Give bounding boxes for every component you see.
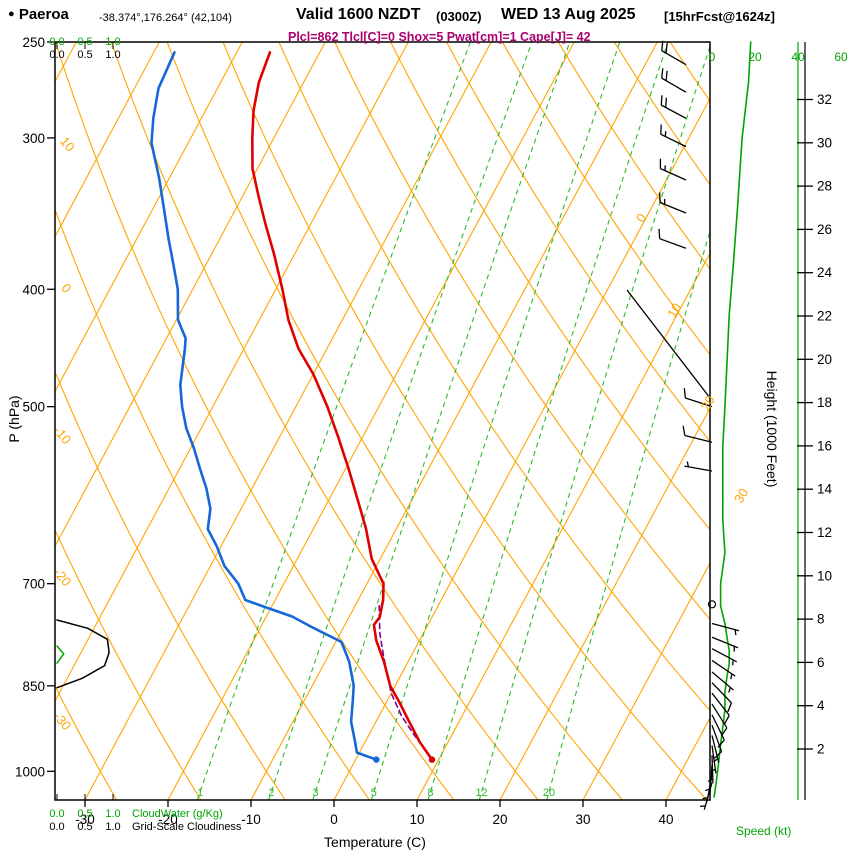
height-axis-label: Height (1000 Feet) xyxy=(764,370,780,488)
svg-text:40: 40 xyxy=(791,50,805,64)
svg-text:60: 60 xyxy=(834,50,848,64)
svg-text:10: 10 xyxy=(664,300,684,320)
svg-text:16: 16 xyxy=(817,438,832,453)
station-coords: -38.374°,176.264° (42,104) xyxy=(99,12,232,24)
svg-text:10: 10 xyxy=(817,568,832,583)
cloudwater-scale-0: 0.0 xyxy=(49,36,65,48)
svg-text:10: 10 xyxy=(409,812,424,827)
svg-text:26: 26 xyxy=(817,222,832,237)
svg-text:400: 400 xyxy=(22,282,45,297)
cloudwater-legend: CloudWater (g/Kg) xyxy=(132,808,223,820)
svg-text:18: 18 xyxy=(817,395,832,410)
svg-text:30: 30 xyxy=(731,486,751,506)
svg-text:28: 28 xyxy=(817,179,832,194)
cloudwater-scale-1: 1.0 xyxy=(105,36,121,48)
station-bullet-icon: ● xyxy=(8,8,15,20)
svg-text:12: 12 xyxy=(817,525,832,540)
svg-text:1: 1 xyxy=(197,787,203,799)
svg-text:20: 20 xyxy=(748,50,762,64)
gridscale-bottom-0: 0.0 xyxy=(49,821,65,833)
gridscale-bottom-1: 1.0 xyxy=(105,821,121,833)
cloudiness-scale-0: 0.0 xyxy=(49,49,65,61)
valid-date: WED 13 Aug 2025 xyxy=(501,6,636,23)
cloudwater-bottom-0: 0.0 xyxy=(49,808,65,820)
speed-axis-label: Speed (kt) xyxy=(736,824,792,838)
gridscale-legend: Grid-Scale Cloudiness xyxy=(132,821,242,833)
svg-text:8: 8 xyxy=(817,612,825,627)
svg-text:300: 300 xyxy=(22,131,45,146)
svg-text:0: 0 xyxy=(330,812,338,827)
station-title: ● Paeroa xyxy=(8,6,69,23)
svg-text:0: 0 xyxy=(709,50,716,64)
svg-text:40: 40 xyxy=(658,812,673,827)
svg-text:2: 2 xyxy=(268,787,274,799)
forecast-tag: [15hrFcst@1624z] xyxy=(664,9,775,24)
svg-text:10: 10 xyxy=(57,134,78,155)
svg-text:20: 20 xyxy=(817,352,832,367)
svg-text:5: 5 xyxy=(371,787,377,799)
svg-text:0: 0 xyxy=(58,281,74,296)
temperature-axis-label: Temperature (C) xyxy=(324,834,426,850)
svg-text:22: 22 xyxy=(817,309,832,324)
svg-text:850: 850 xyxy=(22,679,45,694)
svg-text:8: 8 xyxy=(427,787,433,799)
cloudiness-scale-1: 1.0 xyxy=(105,49,121,61)
svg-text:32: 32 xyxy=(817,92,832,107)
gridscale-bottom-05: 0.5 xyxy=(77,821,93,833)
svg-text:24: 24 xyxy=(817,265,833,280)
station-name: Paeroa xyxy=(18,6,69,23)
svg-text:-20: -20 xyxy=(51,565,75,589)
sounding-indices: Plcl=862 Tlcl[C]=0 Shox=5 Pwat[cm]=1 Cap… xyxy=(288,30,591,44)
pressure-axis-label: P (hPa) xyxy=(6,395,22,443)
svg-text:20: 20 xyxy=(492,812,507,827)
valid-time: Valid 1600 NZDT xyxy=(296,6,421,23)
svg-text:-10: -10 xyxy=(51,423,75,447)
svg-text:12: 12 xyxy=(475,787,487,799)
svg-text:3: 3 xyxy=(312,787,318,799)
svg-text:6: 6 xyxy=(817,655,825,670)
svg-text:30: 30 xyxy=(817,135,832,150)
svg-text:2: 2 xyxy=(817,742,825,757)
svg-text:500: 500 xyxy=(22,400,45,415)
svg-text:0: 0 xyxy=(633,211,650,225)
svg-text:20: 20 xyxy=(698,393,718,413)
svg-text:250: 250 xyxy=(22,35,45,50)
cloudwater-bottom-05: 0.5 xyxy=(77,808,93,820)
svg-text:4: 4 xyxy=(817,698,825,713)
svg-text:1000: 1000 xyxy=(15,764,45,779)
cloudiness-scale-05: 0.5 xyxy=(77,49,93,61)
svg-text:-20: -20 xyxy=(158,812,178,827)
valid-zulu: (0300Z) xyxy=(436,9,482,24)
svg-text:-30: -30 xyxy=(51,709,75,733)
svg-text:700: 700 xyxy=(22,577,45,592)
svg-text:20: 20 xyxy=(543,787,555,799)
svg-text:-30: -30 xyxy=(75,812,95,827)
svg-text:30: 30 xyxy=(575,812,590,827)
svg-text:14: 14 xyxy=(817,482,833,497)
cloudwater-bottom-1: 1.0 xyxy=(105,808,121,820)
svg-text:-10: -10 xyxy=(241,812,261,827)
cloudwater-scale-05: 0.5 xyxy=(77,36,93,48)
